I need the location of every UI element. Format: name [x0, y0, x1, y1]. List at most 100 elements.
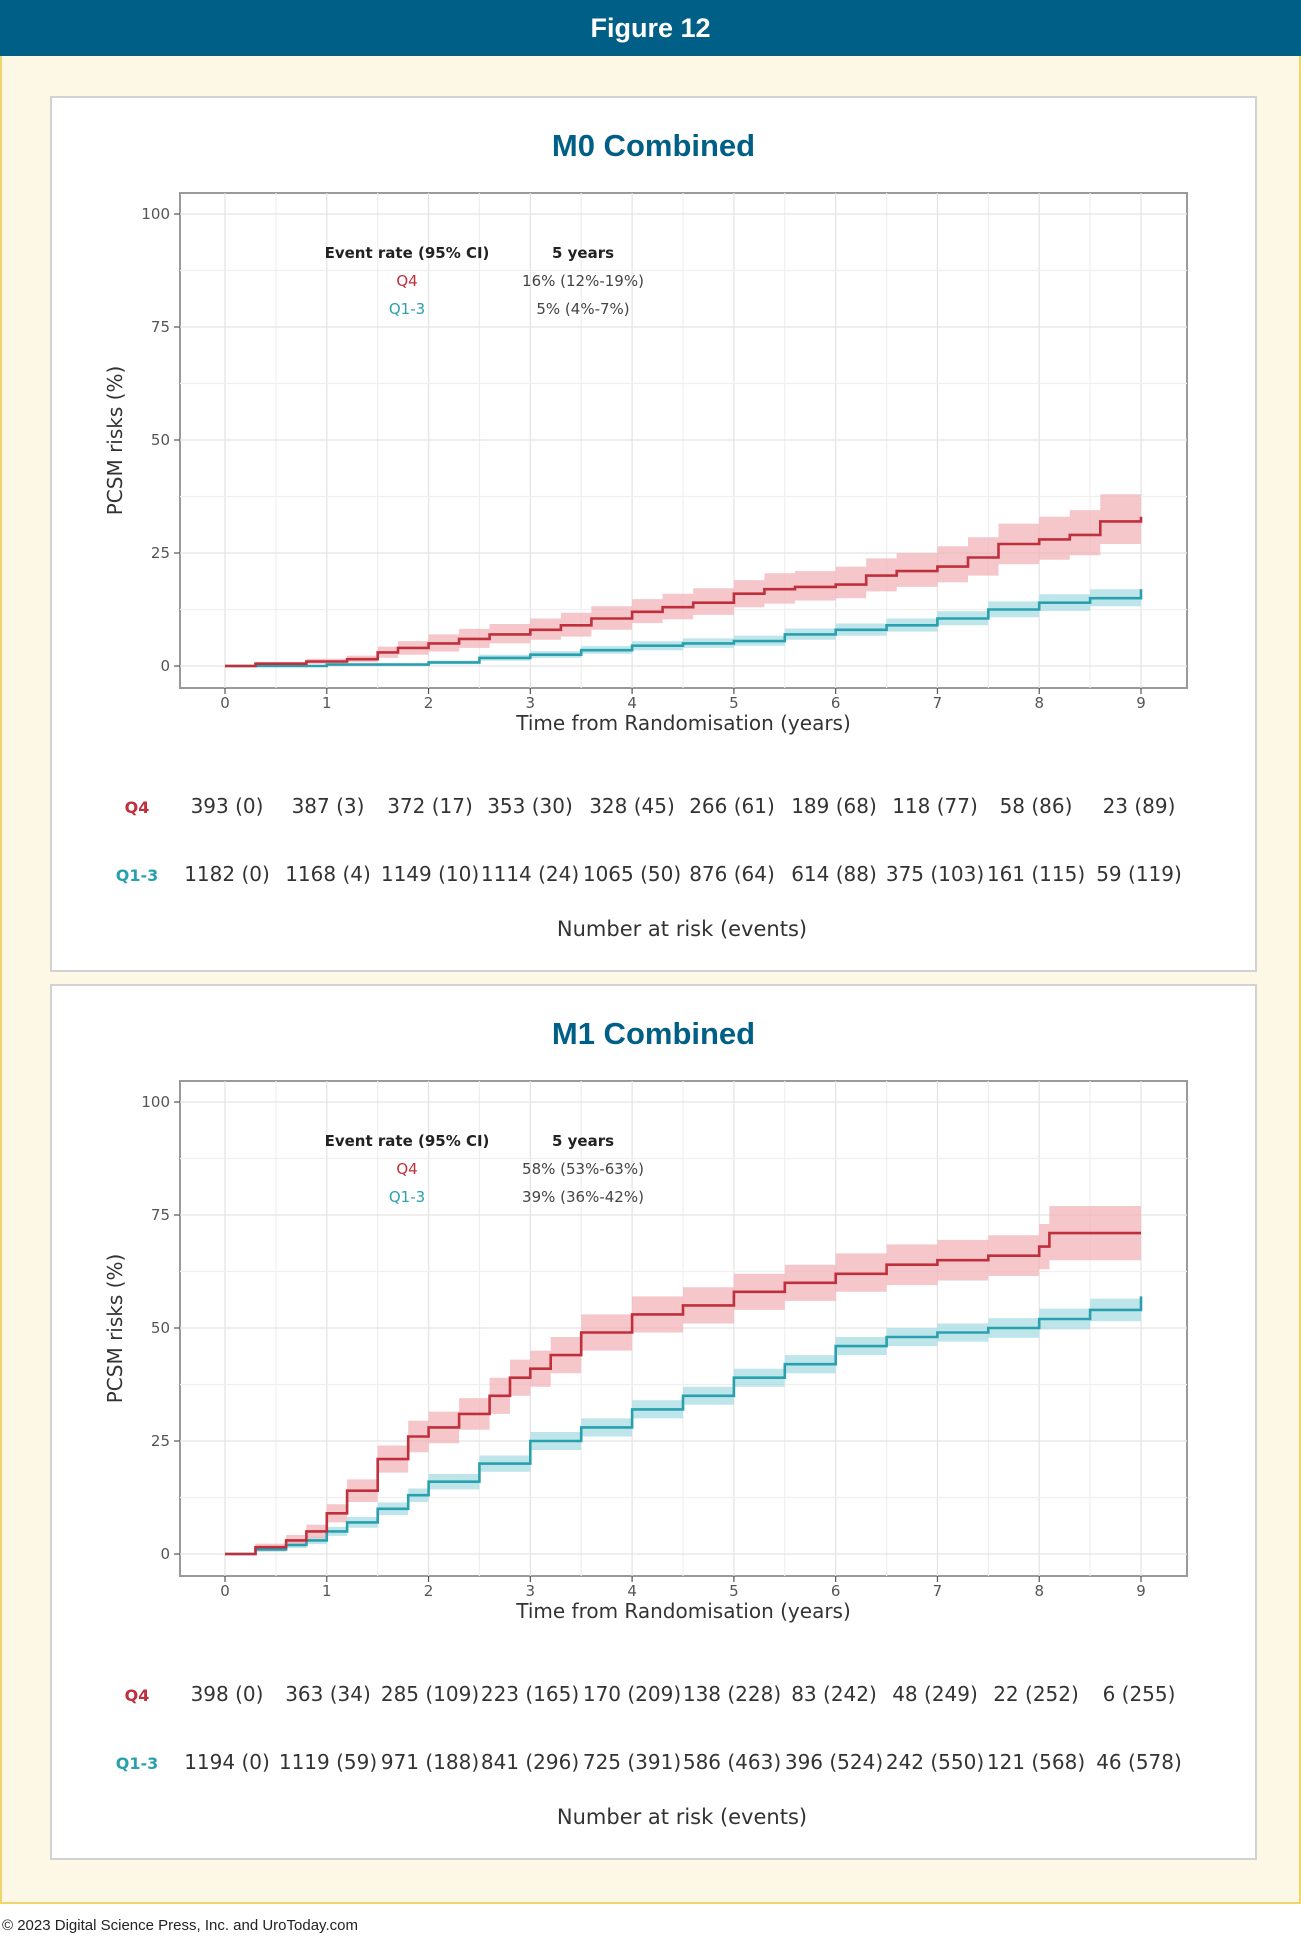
m0-legend-header-value: 5 years — [552, 244, 614, 262]
m1-risk-cell: 396 (524) — [785, 1750, 883, 1774]
m1-q13-line — [225, 1296, 1143, 1556]
m0-x-tick-label: 7 — [933, 694, 943, 712]
m1-risk-cell: 971 (188) — [381, 1750, 479, 1774]
m1-legend-value-q13: 39% (36%-42%) — [522, 1188, 644, 1206]
m0-risk-cell: 1182 (0) — [184, 862, 270, 886]
m0-risk-cell: 353 (30) — [487, 794, 573, 818]
m0-risk-row-label-q13: Q1-3 — [116, 866, 159, 885]
m1-risk-row-label-q13: Q1-3 — [116, 1754, 159, 1773]
m1-panel-title: M1 Combined — [551, 1016, 756, 1051]
m0-risk-cell: 59 (119) — [1096, 862, 1182, 886]
m1-chart: 0 25 50 75 100 0 1 2 3 4 5 6 7 8 9 Time from Randomisat… — [103, 1080, 1188, 1829]
m0-y-tick-label: 50 — [151, 431, 170, 449]
m1-y-axis-label: PCSM risks (%) — [103, 1254, 127, 1404]
m1-risk-table-title: Number at risk (events) — [557, 1805, 807, 1829]
copyright-text: © 2023 Digital Science Press, Inc. and U… — [2, 1917, 358, 1934]
m0-legend-label-q13: Q1-3 — [389, 300, 425, 318]
m0-x-tick-label: 1 — [322, 694, 332, 712]
m0-y-axis-label: PCSM risks (%) — [103, 366, 127, 516]
m1-x-axis-label: Time from Randomisation (years) — [515, 1599, 851, 1623]
m1-risk-cell: 841 (296) — [481, 1750, 579, 1774]
m0-risk-cell: 614 (88) — [791, 862, 877, 886]
m0-panel-title: M0 Combined — [551, 128, 756, 163]
m0-chart: 0 25 50 75 100 0 1 2 3 4 5 6 7 8 9 Time from Randomisat… — [103, 192, 1188, 941]
m1-risk-cell: 6 (255) — [1103, 1682, 1176, 1706]
m1-risk-cell: 725 (391) — [583, 1750, 681, 1774]
m0-x-tick-label: 4 — [627, 694, 637, 712]
m1-y-tick-label: 0 — [160, 1545, 170, 1563]
m1-risk-cell: 1194 (0) — [184, 1750, 270, 1774]
m0-y-tick-label: 0 — [160, 657, 170, 675]
m1-risk-cell: 1119 (59) — [279, 1750, 377, 1774]
m1-legend-header-label: Event rate (95% CI) — [325, 1132, 490, 1150]
m0-risk-cell: 23 (89) — [1103, 794, 1176, 818]
m0-q4-line — [225, 516, 1143, 668]
m1-risk-row-label-q4: Q4 — [125, 1686, 150, 1705]
m1-x-tick-label: 6 — [831, 1582, 841, 1600]
m0-risk-cell: 1149 (10) — [381, 862, 479, 886]
m0-risk-cell: 1065 (50) — [583, 862, 681, 886]
m0-risk-cell: 1168 (4) — [285, 862, 371, 886]
m1-risk-cell: 285 (109) — [381, 1682, 479, 1706]
figure-header: Figure 12 — [0, 0, 1301, 56]
m0-risk-cell: 375 (103) — [886, 862, 984, 886]
m1-risk-cell: 83 (242) — [791, 1682, 877, 1706]
m0-risk-cell: 328 (45) — [589, 794, 675, 818]
m0-risk-table-title: Number at risk (events) — [557, 917, 807, 941]
m0-risk-cell: 118 (77) — [892, 794, 978, 818]
m0-panel: M0 Combined 0 25 50 75 100 0 1 2 3 4 5 6 7 8 9 Time fro… — [50, 96, 1257, 972]
m1-y-tick-label: 25 — [151, 1432, 170, 1450]
m0-risk-cell: 372 (17) — [387, 794, 473, 818]
m0-x-tick-label: 3 — [526, 694, 536, 712]
m1-y-tick-label: 100 — [141, 1093, 170, 1111]
m0-risk-cell: 387 (3) — [292, 794, 365, 818]
m0-risk-cell: 58 (86) — [1000, 794, 1073, 818]
m0-legend-value-q4: 16% (12%-19%) — [522, 272, 644, 290]
m1-q4-line — [225, 1231, 1141, 1556]
m0-x-tick-label: 0 — [220, 694, 230, 712]
m0-risk-cell: 189 (68) — [791, 794, 877, 818]
m1-x-tick-label: 5 — [729, 1582, 739, 1600]
m1-risk-cell: 121 (568) — [987, 1750, 1085, 1774]
m0-legend-label-q4: Q4 — [396, 272, 417, 290]
m0-x-tick-label: 8 — [1034, 694, 1044, 712]
m0-legend-value-q13: 5% (4%-7%) — [536, 300, 629, 318]
m1-legend-label-q13: Q1-3 — [389, 1188, 425, 1206]
m0-y-tick-label: 100 — [141, 205, 170, 223]
m1-x-tick-label: 0 — [220, 1582, 230, 1600]
m1-legend-value-q4: 58% (53%-63%) — [522, 1160, 644, 1178]
m1-risk-cell: 223 (165) — [481, 1682, 579, 1706]
m0-x-tick-label: 9 — [1136, 694, 1146, 712]
figure-title: Figure 12 — [590, 12, 711, 43]
m1-x-tick-label: 8 — [1034, 1582, 1044, 1600]
m1-risk-cell: 586 (463) — [683, 1750, 781, 1774]
m1-gridlines — [180, 1081, 1187, 1576]
m0-risk-cell: 1114 (24) — [481, 862, 579, 886]
m1-x-tick-label: 7 — [933, 1582, 943, 1600]
m0-q13-line — [225, 589, 1143, 668]
m1-risk-cell: 170 (209) — [583, 1682, 681, 1706]
m0-q4-ci-band — [225, 489, 1141, 666]
m1-risk-cell: 398 (0) — [191, 1682, 264, 1706]
m0-x-tick-label: 5 — [729, 694, 739, 712]
m0-x-tick-label: 2 — [424, 694, 434, 712]
m0-y-tick-label: 75 — [151, 318, 170, 336]
m1-x-tick-label: 9 — [1136, 1582, 1146, 1600]
m1-risk-cell: 138 (228) — [683, 1682, 781, 1706]
m1-legend-header-value: 5 years — [552, 1132, 614, 1150]
m0-x-axis-label: Time from Randomisation (years) — [515, 711, 851, 735]
m1-legend-label-q4: Q4 — [396, 1160, 417, 1178]
m0-risk-row-label-q4: Q4 — [125, 798, 150, 817]
m1-risk-cell: 363 (34) — [285, 1682, 371, 1706]
m0-y-tick-label: 25 — [151, 544, 170, 562]
m1-q13-ci-band — [225, 1282, 1141, 1554]
m0-gridlines — [180, 193, 1187, 688]
m1-risk-cell: 22 (252) — [993, 1682, 1079, 1706]
m1-x-tick-label: 1 — [322, 1582, 332, 1600]
m1-risk-cell: 46 (578) — [1096, 1750, 1182, 1774]
m1-y-tick-label: 75 — [151, 1206, 170, 1224]
m1-panel: M1 Combined 0 25 50 75 100 0 1 2 3 4 5 6 7 8 9 Time fro… — [50, 984, 1257, 1860]
m1-x-tick-label: 4 — [627, 1582, 637, 1600]
m0-x-tick-label: 6 — [831, 694, 841, 712]
m0-risk-cell: 161 (115) — [987, 862, 1085, 886]
